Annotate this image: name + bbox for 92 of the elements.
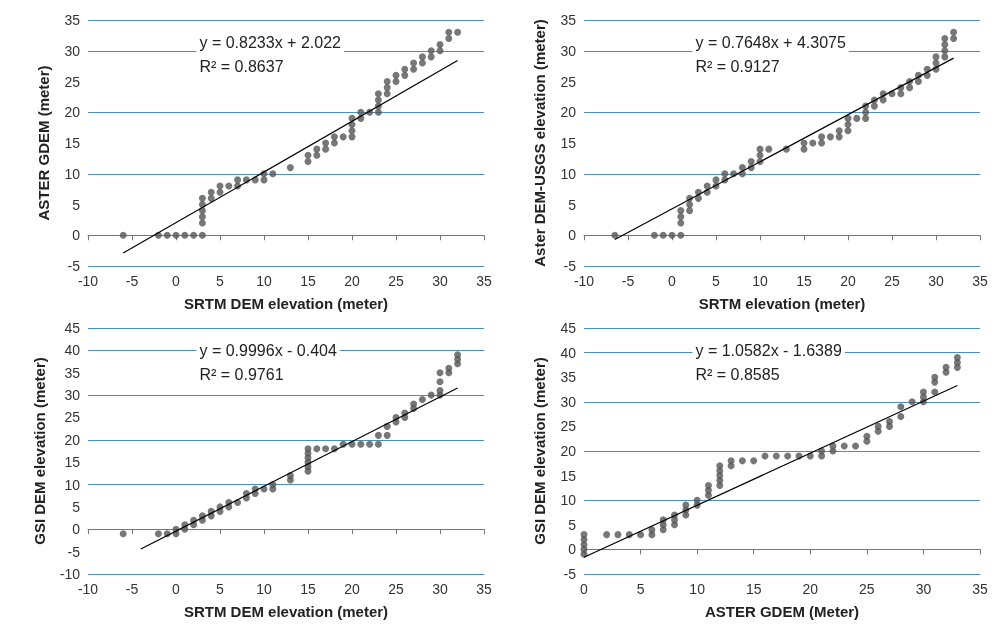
y-tick-label: 20	[560, 443, 577, 459]
x-tick-label: 15	[745, 581, 762, 597]
y-tick-label: 15	[560, 467, 577, 484]
x-axis-title: ASTER GDEM (Meter)	[704, 603, 860, 620]
x-axis-title: SRTM elevation (meter)	[698, 295, 866, 312]
x-tick-label: 10	[689, 581, 706, 597]
y-tick-label: 25	[560, 73, 577, 90]
y-tick-label: 15	[64, 135, 81, 151]
x-tick-label: 35	[972, 273, 988, 289]
x-tick-label: 5	[216, 581, 225, 597]
y-tick-label: 10	[560, 165, 577, 182]
y-tick-label: 5	[568, 516, 577, 533]
y-tick-label: 0	[568, 227, 577, 244]
y-tick-label: 5	[568, 196, 577, 213]
x-tick-label: 0	[580, 581, 589, 597]
y-tick-label: -5	[563, 566, 577, 582]
x-tick-label: 35	[972, 581, 988, 597]
y-tick-label: 25	[560, 418, 577, 435]
annotation: R² = 0.8637	[199, 57, 284, 75]
x-tick-label: 0	[172, 581, 181, 597]
x-tick-label: 5	[216, 273, 225, 289]
y-tick-label: 0	[568, 541, 577, 558]
x-tick-label: 30	[928, 273, 944, 289]
y-tick-label: 35	[560, 369, 577, 386]
x-tick-label: 25	[388, 581, 404, 597]
y-axis-title: ASTER GDEM (meter)	[34, 65, 52, 221]
x-tick-label: -5	[125, 273, 139, 289]
y-axis-title: GSI DEM elevation (meter)	[530, 357, 548, 545]
y-tick-label: -10	[59, 566, 81, 582]
x-tick-label: 20	[840, 273, 856, 289]
y-tick-label: -5	[67, 258, 81, 274]
x-tick-label: 25	[859, 581, 875, 597]
x-tick-label: 20	[344, 581, 360, 597]
y-tick-label: 20	[64, 431, 81, 448]
x-tick-label: 30	[432, 581, 448, 597]
y-tick-label: 5	[72, 196, 81, 213]
x-tick-label: 0	[668, 273, 677, 289]
y-tick-label: 35	[560, 12, 577, 28]
annotation: R² = 0.9761	[199, 365, 284, 383]
y-tick-label: 25	[64, 73, 81, 90]
y-tick-label: 10	[64, 165, 81, 182]
y-tick-label: 0	[72, 521, 81, 538]
x-tick-label: 30	[915, 581, 932, 597]
x-tick-label: 5	[636, 581, 645, 597]
x-tick-label: 10	[752, 273, 768, 289]
y-tick-label: 40	[560, 344, 577, 361]
y-axis-title: Aster DEM-USGS elevation (meter)	[530, 19, 548, 267]
y-tick-label: 10	[560, 492, 577, 509]
y-tick-label: -5	[67, 543, 81, 560]
y-tick-label: 20	[64, 104, 81, 121]
x-tick-label: 5	[712, 273, 721, 289]
x-tick-label: 25	[388, 273, 404, 289]
annotation: y = 0.7648x + 4.3075	[695, 33, 846, 51]
y-tick-label: 45	[64, 320, 81, 336]
annotation: y = 1.0582x - 1.6389	[695, 341, 842, 359]
x-tick-label: 35	[476, 581, 492, 597]
y-tick-label: 30	[560, 42, 577, 59]
y-tick-label: 35	[64, 364, 81, 381]
x-tick-label: 15	[300, 273, 316, 289]
annotation: y = 0.8233x + 2.022	[199, 33, 342, 51]
x-tick-label: 35	[476, 273, 492, 289]
x-axis-title: SRTM DEM elevation (meter)	[183, 603, 389, 620]
x-tick-label: -5	[621, 273, 635, 289]
x-tick-label: 20	[802, 581, 819, 597]
annotation: R² = 0.8585	[695, 365, 780, 383]
y-tick-label: -5	[563, 258, 577, 274]
y-tick-label: 15	[64, 454, 81, 471]
x-tick-label: 10	[256, 273, 272, 289]
x-tick-label: 20	[344, 273, 360, 289]
y-tick-label: 45	[560, 320, 577, 336]
y-tick-label: 5	[72, 498, 81, 515]
x-tick-label: 30	[432, 273, 448, 289]
x-tick-label: 15	[796, 273, 812, 289]
x-tick-label: 15	[300, 581, 316, 597]
y-tick-label: 30	[560, 393, 577, 410]
y-tick-label: 35	[64, 12, 81, 28]
x-tick-label: 10	[256, 581, 272, 597]
y-tick-label: 40	[64, 342, 81, 359]
y-tick-label: 15	[560, 135, 577, 151]
y-tick-label: 25	[64, 409, 81, 426]
x-tick-label: -5	[125, 581, 139, 597]
annotation: y = 0.9996x - 0.404	[199, 341, 338, 359]
x-axis-title: SRTM DEM elevation (meter)	[183, 295, 389, 312]
y-tick-label: 0	[72, 227, 81, 244]
x-tick-label: 25	[884, 273, 900, 289]
y-tick-label: 30	[64, 387, 81, 404]
y-tick-label: 20	[560, 104, 577, 121]
y-tick-label: 30	[64, 42, 81, 59]
y-axis-title: GSI DEM elevation (meter)	[31, 357, 49, 545]
x-tick-label: 0	[172, 273, 181, 289]
y-tick-label: 10	[64, 476, 81, 493]
annotation: R² = 0.9127	[695, 57, 780, 75]
